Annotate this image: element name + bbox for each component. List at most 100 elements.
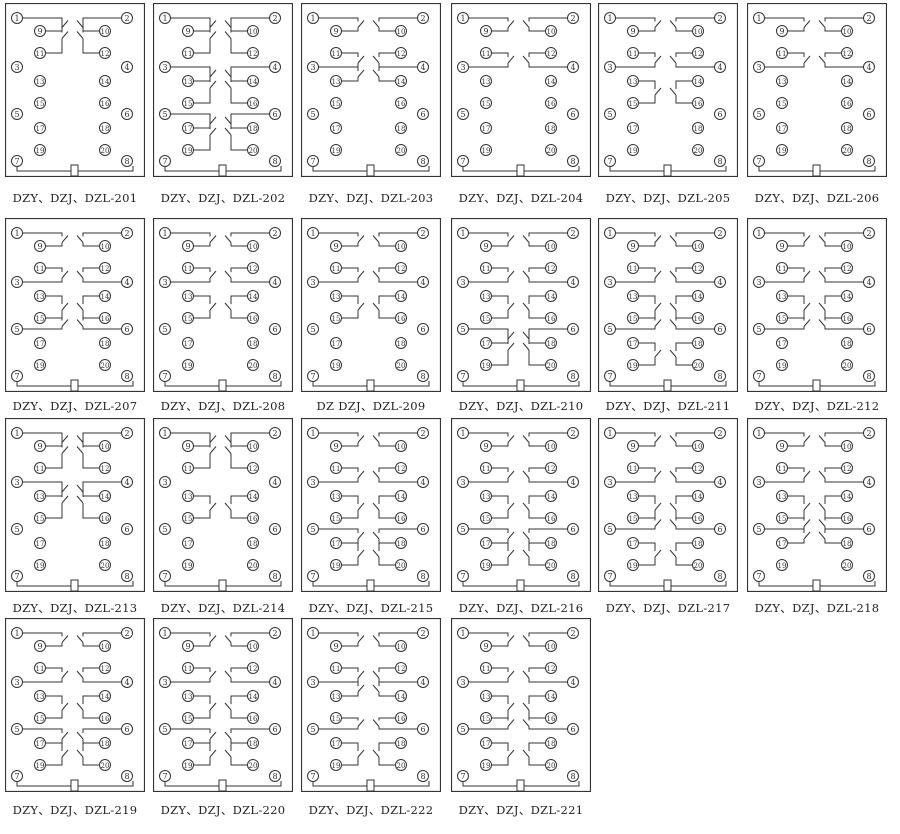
terminal-12: 12 [247, 462, 259, 474]
terminal-3: 3 [307, 476, 319, 488]
terminal-11: 11 [34, 47, 46, 59]
relay-panel: 1 2 3 4 5 6 7 8 9 10 11 12 13 14 15 16 17 18 19 20 [598, 218, 738, 392]
terminal-11: 11 [627, 47, 639, 59]
terminal-17: 17 [776, 537, 788, 549]
terminal-label: 15 [482, 515, 491, 523]
terminal-6: 6 [269, 723, 281, 735]
terminal-8: 8 [714, 155, 726, 167]
coil-icon [366, 164, 375, 177]
terminal-11: 11 [627, 462, 639, 474]
terminal-7: 7 [11, 570, 23, 582]
terminal-label: 16 [843, 515, 852, 523]
terminal-label: 10 [397, 443, 406, 451]
switch-blade [372, 302, 380, 311]
panel-border [598, 218, 738, 392]
terminal-12: 12 [545, 262, 557, 274]
terminal-1: 1 [457, 627, 469, 639]
terminal-label: 10 [547, 443, 556, 451]
terminal-20: 20 [247, 359, 259, 371]
switch-blade [224, 20, 232, 28]
coil-icon [663, 579, 672, 592]
terminal-label: 19 [332, 147, 341, 155]
terminal-2: 2 [121, 627, 133, 639]
terminal-13: 13 [480, 75, 492, 87]
switch-blade [818, 319, 826, 327]
terminal-label: 2 [420, 629, 425, 638]
switch-blade [224, 502, 232, 511]
terminal-label: 6 [272, 325, 277, 334]
terminal-label: 17 [482, 340, 491, 348]
terminal-2: 2 [567, 427, 579, 439]
contact-wire [224, 267, 270, 283]
terminal-label: 11 [778, 265, 787, 273]
terminal-6: 6 [269, 108, 281, 120]
contact-wire [638, 80, 662, 104]
switch-blade [61, 749, 69, 758]
terminal-4: 4 [417, 676, 429, 688]
terminal-label: 12 [249, 265, 258, 273]
switch-blade [357, 635, 365, 643]
terminal-label: 9 [333, 642, 338, 651]
terminal-label: 12 [397, 50, 406, 58]
terminal-1: 1 [11, 627, 23, 639]
switch-blade [357, 55, 365, 64]
contact-wire [193, 695, 217, 719]
terminal-9: 9 [480, 240, 492, 252]
switch-blade [209, 731, 217, 740]
terminal-label: 6 [866, 110, 871, 119]
terminal-16: 16 [692, 312, 704, 324]
terminal-13: 13 [776, 490, 788, 502]
contact-wire [224, 232, 270, 247]
terminal-16: 16 [545, 712, 557, 724]
switch-blade [507, 55, 515, 64]
terminal-label: 16 [101, 315, 110, 323]
terminal-16: 16 [247, 312, 259, 324]
terminal-label: 11 [482, 665, 491, 673]
terminal-label: 7 [14, 372, 19, 381]
terminal-label: 5 [162, 110, 167, 119]
relay-panel: 1 2 3 4 5 6 7 8 9 10 11 12 13 14 15 16 17 18 19 20 [598, 3, 738, 177]
contact-wire [669, 80, 693, 104]
terminal-label: 15 [778, 515, 787, 523]
contact-wire [224, 295, 248, 319]
terminal-label: 17 [778, 125, 787, 133]
relay-panel: 1 2 3 4 5 6 7 8 9 10 11 12 13 14 15 16 17 18 19 20 [5, 618, 145, 792]
coil-icon [516, 779, 525, 792]
terminal-label: 9 [37, 242, 42, 251]
terminal-12: 12 [247, 47, 259, 59]
terminal-label: 12 [397, 265, 406, 273]
panel-caption: DZY、DZJ、DZL-217 [605, 601, 731, 615]
contact-wire [638, 342, 662, 366]
switch-blade [357, 69, 365, 78]
terminal-label: 20 [694, 362, 703, 370]
coil-icon [70, 779, 79, 792]
terminal-label: 9 [37, 442, 42, 451]
terminal-4: 4 [269, 276, 281, 288]
terminal-label: 2 [272, 629, 277, 638]
terminal-19: 19 [776, 359, 788, 371]
terminal-1: 1 [159, 227, 171, 239]
terminal-label: 20 [101, 562, 110, 570]
terminal-18: 18 [247, 737, 259, 749]
contact-wire [372, 742, 396, 766]
switch-blade [372, 235, 380, 243]
switch-blade [76, 20, 84, 28]
terminal-9: 9 [480, 640, 492, 652]
terminal-17: 17 [330, 122, 342, 134]
terminal-label: 7 [460, 772, 465, 781]
contact-wire [318, 267, 365, 283]
terminal-4: 4 [269, 476, 281, 488]
terminal-8: 8 [417, 770, 429, 782]
switch-blade [818, 302, 826, 311]
terminal-19: 19 [330, 144, 342, 156]
terminal-6: 6 [417, 523, 429, 535]
terminal-16: 16 [545, 512, 557, 524]
switch-blade [209, 235, 217, 243]
switch-blade [61, 319, 69, 327]
coil-icon [516, 164, 525, 177]
contact-wire [638, 542, 662, 566]
terminal-label: 12 [249, 665, 258, 673]
terminal-label: 3 [607, 278, 612, 287]
terminal-label: 8 [124, 772, 129, 781]
terminal-2: 2 [714, 227, 726, 239]
